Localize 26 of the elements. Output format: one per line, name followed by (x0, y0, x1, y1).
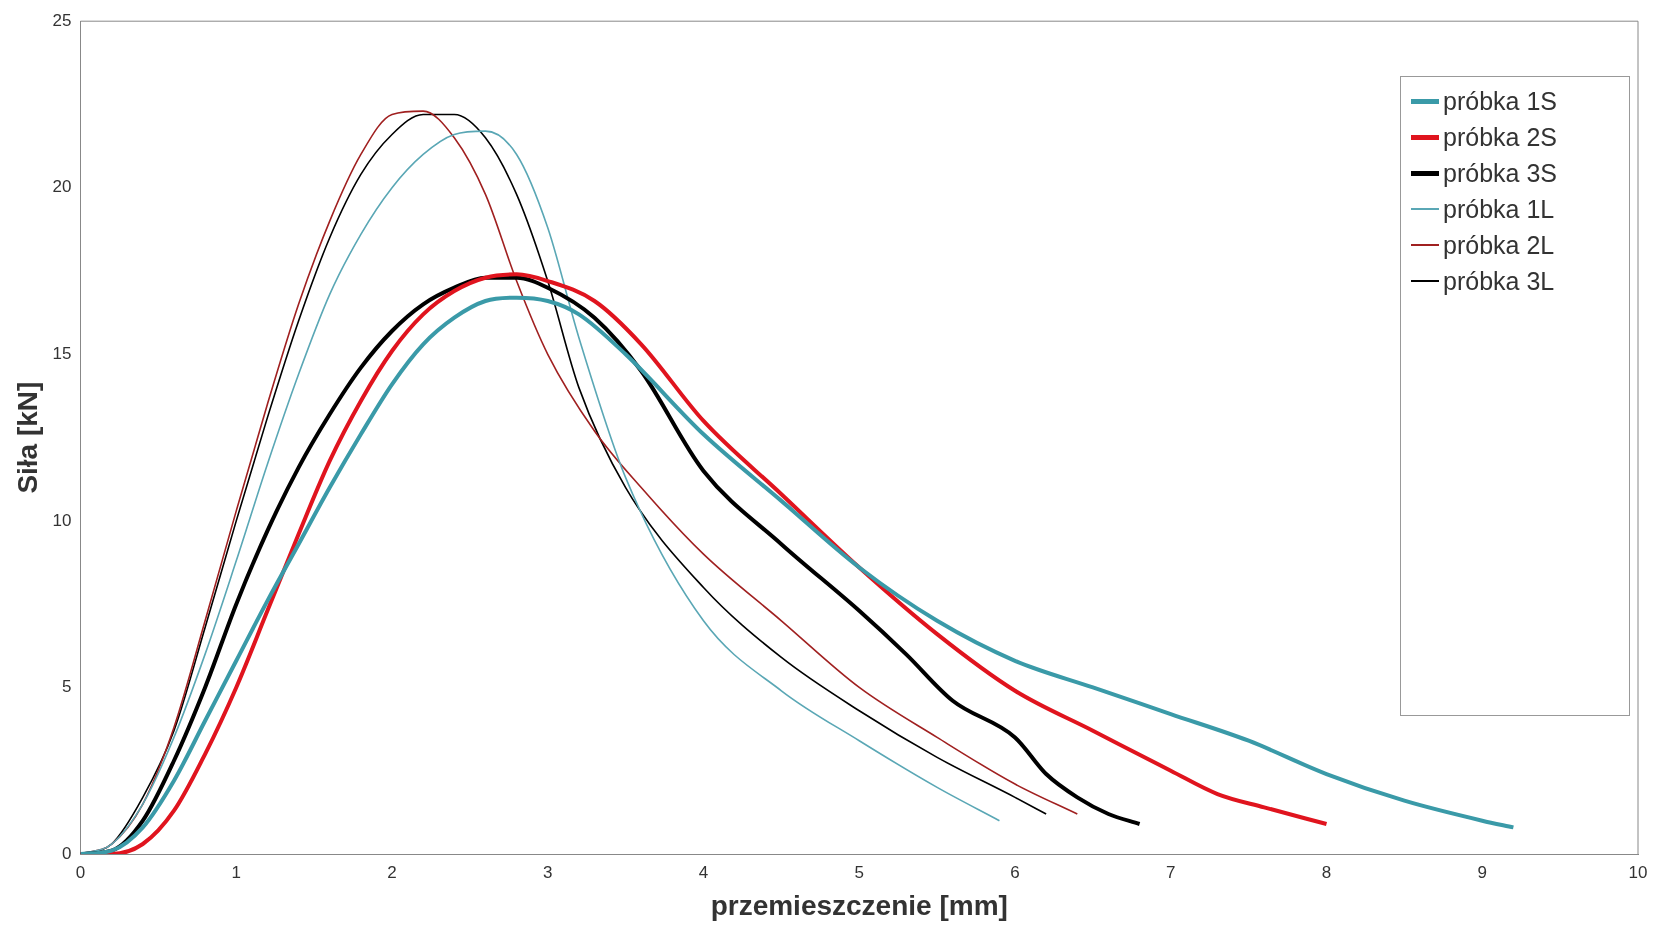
x-tick-label: 3 (543, 862, 553, 882)
legend-label: próbka 2S (1443, 122, 1557, 153)
x-tick-label: 5 (854, 862, 864, 882)
x-tick-label: 7 (1166, 862, 1176, 882)
legend-label: próbka 3S (1443, 158, 1557, 189)
x-tick-label: 1 (231, 862, 241, 882)
x-tick-label: 2 (387, 862, 397, 882)
legend-label: próbka 2L (1443, 230, 1555, 261)
legend-label: próbka 3L (1443, 266, 1555, 297)
y-tick-label: 20 (52, 177, 72, 197)
x-axis-title: przemieszczenie [mm] (710, 889, 1008, 921)
y-axis-title: Siła [kN] (11, 381, 43, 494)
legend-label: próbka 1S (1443, 86, 1557, 117)
x-tick-label: 8 (1321, 862, 1332, 882)
x-tick-label: 10 (1628, 862, 1648, 882)
legend-label: próbka 1L (1443, 194, 1555, 225)
x-tick-label: 6 (1010, 862, 1020, 882)
x-tick-label: 9 (1477, 862, 1487, 882)
y-tick-label: 10 (52, 510, 72, 530)
line-series (80, 295, 1516, 854)
y-tick-label: 0 (62, 843, 72, 863)
x-tick-label: 4 (698, 862, 709, 882)
x-tick-label: 0 (75, 862, 86, 882)
y-tick-label: 25 (52, 10, 72, 30)
y-tick-label: 5 (62, 677, 72, 697)
y-tick-label: 15 (52, 344, 72, 364)
